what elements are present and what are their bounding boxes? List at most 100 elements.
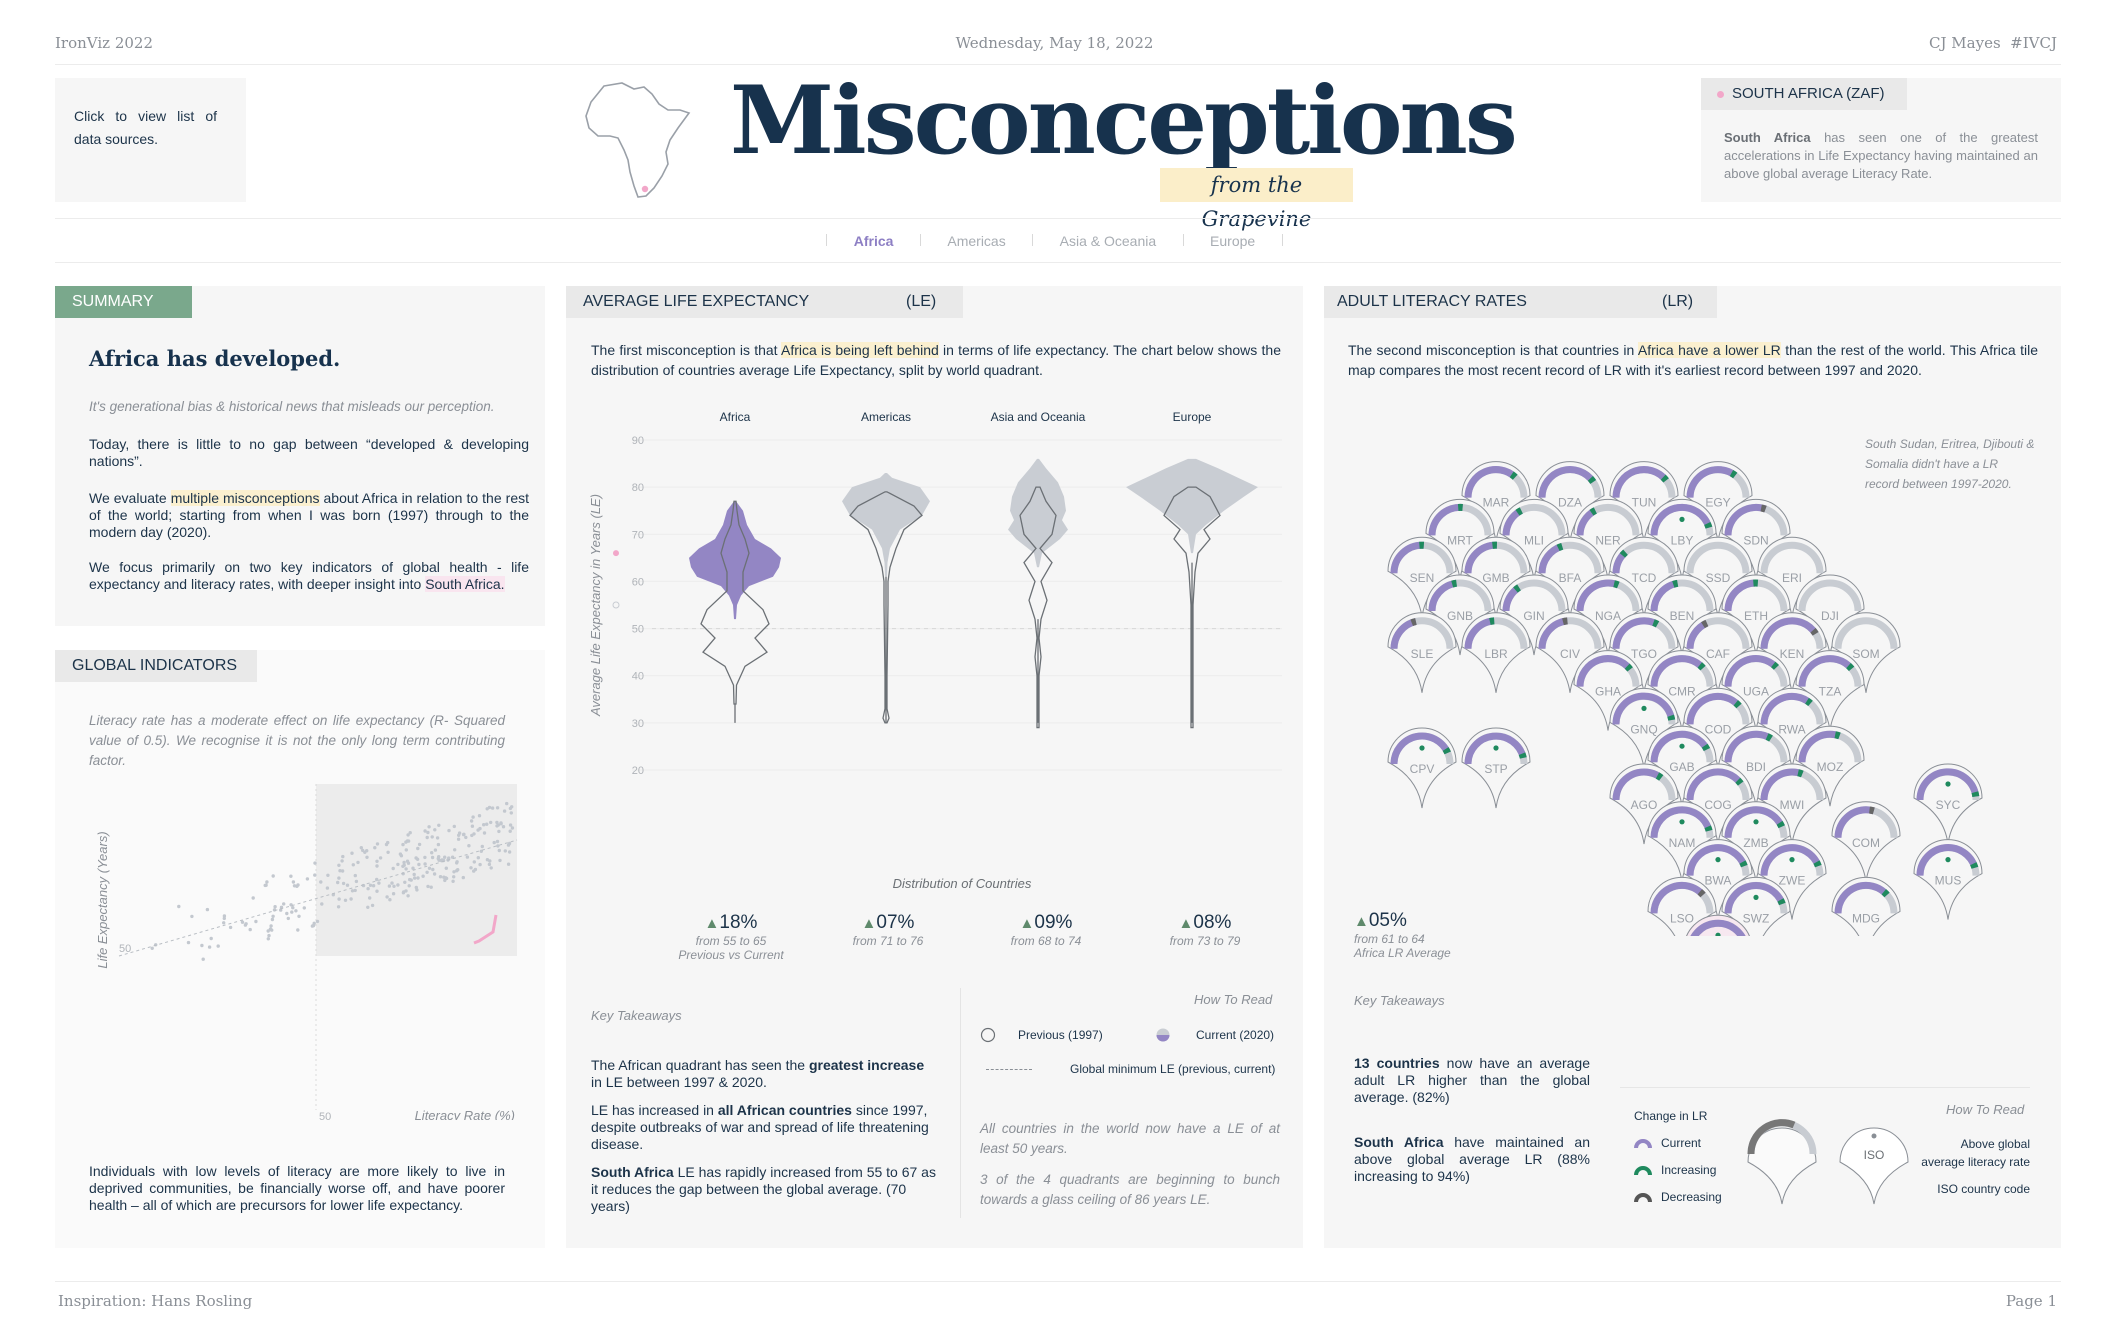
- tile-zwe[interactable]: ZWE: [1757, 839, 1827, 920]
- tile-sen[interactable]: SEN: [1387, 536, 1457, 618]
- violin-previous: [1163, 486, 1221, 729]
- scatter-point: [403, 880, 407, 884]
- summary-p3: We focus primarily on two key indicators…: [89, 559, 529, 593]
- tile-iso-label: SLE: [1411, 647, 1434, 661]
- tile-com[interactable]: COM: [1831, 801, 1901, 882]
- tile-current-arc: [1724, 882, 1786, 914]
- tile-cog[interactable]: COG: [1683, 763, 1753, 845]
- tile-cod[interactable]: COD: [1683, 687, 1753, 769]
- tile-above-average-dot: [1493, 745, 1499, 751]
- scatter-point: [273, 905, 277, 909]
- tile-syc[interactable]: SYC: [1913, 763, 1983, 845]
- tile-nam[interactable]: NAM: [1647, 801, 1717, 882]
- scatter-point: [326, 873, 330, 877]
- tile-mus[interactable]: MUS: [1913, 839, 1983, 920]
- country-card-title-chip: SOUTH AFRICA (ZAF): [1701, 78, 1907, 110]
- data-sources-button[interactable]: Click to view list of data sources.: [55, 78, 246, 202]
- tile-ken[interactable]: KEN: [1757, 612, 1827, 693]
- tile-mrt[interactable]: MRT: [1425, 498, 1495, 580]
- nav-africa[interactable]: Africa: [853, 233, 894, 249]
- scatter-point: [271, 914, 275, 918]
- tile-lby[interactable]: LBY: [1647, 498, 1717, 580]
- scatter-point: [320, 902, 324, 906]
- scatter-point: [290, 910, 294, 914]
- tile-sdn[interactable]: SDN: [1721, 498, 1791, 580]
- scatter-point: [354, 879, 359, 884]
- lr-legend-increasing: Increasing: [1661, 1163, 1717, 1177]
- tile-iso-label: ETH: [1744, 609, 1768, 623]
- le-intro: The first misconception is that Africa i…: [591, 340, 1281, 380]
- nav-americas[interactable]: Americas: [947, 233, 1006, 249]
- tile-bwa[interactable]: BWA: [1683, 839, 1753, 920]
- tile-sle[interactable]: SLE: [1387, 612, 1457, 693]
- scatter-point: [492, 840, 496, 845]
- nav-sep: [919, 234, 921, 246]
- scatter-point: [240, 920, 245, 924]
- tile-change-arc: [1970, 862, 1979, 869]
- scatter-point: [222, 916, 226, 921]
- violin-ytick: 90: [632, 435, 644, 447]
- scatter-point: [453, 848, 457, 852]
- scatter-point: [498, 858, 502, 863]
- tile-swz[interactable]: SWZ: [1721, 876, 1791, 936]
- scatter-point: [177, 904, 181, 909]
- tile-nga[interactable]: NGA: [1573, 574, 1643, 656]
- le-kpi-value: ▲09%: [966, 912, 1126, 934]
- tile-eth[interactable]: ETH: [1721, 574, 1791, 656]
- tile-above-average-dot: [1753, 894, 1759, 900]
- scatter-point: [375, 842, 380, 846]
- tile-current-arc: [1538, 466, 1597, 498]
- tile-lbr[interactable]: LBR: [1461, 612, 1531, 693]
- tile-change-arc: [1739, 860, 1748, 868]
- scatter-point: [506, 843, 511, 847]
- tile-above-average-dot: [1789, 857, 1795, 863]
- tile-zaf[interactable]: ZAF: [1684, 914, 1752, 936]
- le-note-2: 3 of the 4 quadrants are beginning to bu…: [980, 1172, 1280, 1207]
- scatter-point: [406, 839, 411, 843]
- tile-mwi[interactable]: MWI: [1757, 763, 1827, 845]
- up-triangle-icon: ▲: [1354, 913, 1369, 930]
- tile-stp[interactable]: STP: [1461, 727, 1531, 809]
- le-t1b: greatest increase: [808, 1057, 925, 1073]
- tile-tgo[interactable]: TGO: [1609, 612, 1679, 693]
- scatter-point: [478, 862, 482, 867]
- nav-asia-oceania[interactable]: Asia & Oceania: [1059, 233, 1157, 249]
- tile-gnq[interactable]: GNQ: [1609, 687, 1679, 769]
- nav-europe[interactable]: Europe: [1210, 233, 1256, 249]
- tile-mdg[interactable]: MDG: [1831, 876, 1901, 936]
- scatter-point: [251, 896, 255, 900]
- tile-som[interactable]: SOM: [1831, 612, 1901, 693]
- scatter-point: [228, 925, 233, 930]
- scatter-point: [390, 881, 394, 885]
- scatter-point: [506, 862, 511, 866]
- tile-moz[interactable]: MOZ: [1795, 725, 1865, 807]
- scatter-point: [447, 856, 451, 860]
- tile-iso-label: SSD: [1706, 571, 1731, 585]
- tile-cmr[interactable]: CMR: [1647, 650, 1717, 731]
- tile-mar[interactable]: MAR: [1461, 461, 1531, 542]
- le-kpi-asia-range: from 68 to 74: [1010, 934, 1082, 948]
- tile-above-average-dot: [1753, 819, 1759, 825]
- tile-gin[interactable]: GIN: [1499, 574, 1569, 656]
- tile-cpv[interactable]: CPV: [1387, 727, 1457, 809]
- tile-above-average-dot: [1715, 857, 1721, 863]
- scatter-point: [340, 859, 344, 863]
- tile-gha[interactable]: GHA: [1573, 650, 1643, 731]
- lr-note: South Sudan, Eritrea, Djibouti & Somalia…: [1865, 437, 2035, 491]
- scatter-point: [433, 828, 437, 832]
- tile-tza[interactable]: TZA: [1795, 650, 1865, 731]
- scatter-point: [443, 855, 447, 859]
- tile-ssd[interactable]: SSD: [1683, 536, 1753, 618]
- scatter-point: [279, 908, 283, 912]
- tile-current-arc: [1760, 844, 1822, 876]
- scatter-point: [430, 855, 435, 860]
- tile-current-arc: [1724, 730, 1773, 763]
- tile-gmb[interactable]: GMB: [1461, 536, 1531, 618]
- scatter-point: [350, 851, 354, 855]
- tile-caf[interactable]: CAF: [1683, 612, 1753, 693]
- tile-mli[interactable]: MLI: [1499, 498, 1569, 580]
- scatter-point: [455, 860, 459, 864]
- country-card-title: SOUTH AFRICA (ZAF): [1732, 85, 1885, 102]
- tile-iso-label: AGO: [1631, 798, 1658, 812]
- scatter-point: [361, 848, 365, 853]
